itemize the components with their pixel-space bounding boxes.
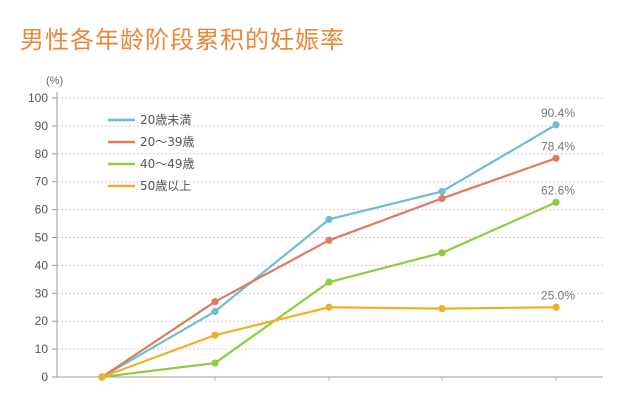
y-tick-label: 30 — [35, 286, 49, 300]
data-label: 78.4% — [541, 139, 575, 153]
data-label: 62.6% — [541, 183, 575, 197]
axes — [56, 92, 603, 381]
legend-label: 50歳以上 — [140, 179, 191, 193]
data-labels: 90.4% 78.4% 62.6% 25.0% — [541, 106, 575, 302]
grid-lines — [57, 97, 603, 350]
legend: 20歳未満 20～39歳 40～49歳 50歳以上 — [108, 113, 195, 193]
data-point — [211, 359, 219, 367]
data-point — [438, 249, 446, 257]
y-tick-label: 20 — [35, 314, 49, 328]
data-point — [325, 236, 333, 244]
data-point — [211, 307, 219, 316]
data-point — [438, 187, 446, 196]
legend-label: 20歳未満 — [140, 113, 191, 127]
y-tick-label: 100 — [28, 91, 48, 105]
data-point — [325, 215, 333, 223]
data-label: 90.4% — [541, 106, 575, 120]
data-label: 25.0% — [541, 288, 575, 302]
y-tick-label: 10 — [35, 342, 49, 356]
data-point — [211, 331, 219, 339]
y-tick-label: 70 — [35, 175, 49, 189]
data-point — [325, 278, 333, 286]
data-point — [552, 121, 560, 129]
series-line — [101, 306, 557, 379]
legend-label: 40～49歳 — [140, 157, 195, 171]
data-point — [98, 373, 106, 381]
y-axis-unit-label: (%) — [46, 75, 63, 87]
y-tick-label: 60 — [35, 203, 49, 217]
y-tick-label: 40 — [35, 258, 49, 272]
data-point — [438, 305, 446, 313]
data-point — [438, 194, 446, 203]
data-point — [325, 303, 333, 311]
legend-label: 20～39歳 — [140, 135, 195, 149]
data-point — [211, 298, 219, 306]
series-lines — [98, 121, 560, 381]
y-tick-label: 80 — [35, 147, 49, 161]
y-axis-ticks: 0 10 20 30 40 50 60 70 80 90 100 — [28, 91, 57, 384]
data-point — [552, 198, 560, 206]
y-tick-label: 90 — [35, 119, 49, 133]
y-tick-label: 50 — [35, 231, 49, 245]
data-point — [552, 303, 560, 311]
data-point — [552, 154, 560, 162]
chart-title: 男性各年龄阶段累积的妊娠率 — [20, 26, 345, 54]
y-tick-label: 0 — [41, 370, 48, 384]
